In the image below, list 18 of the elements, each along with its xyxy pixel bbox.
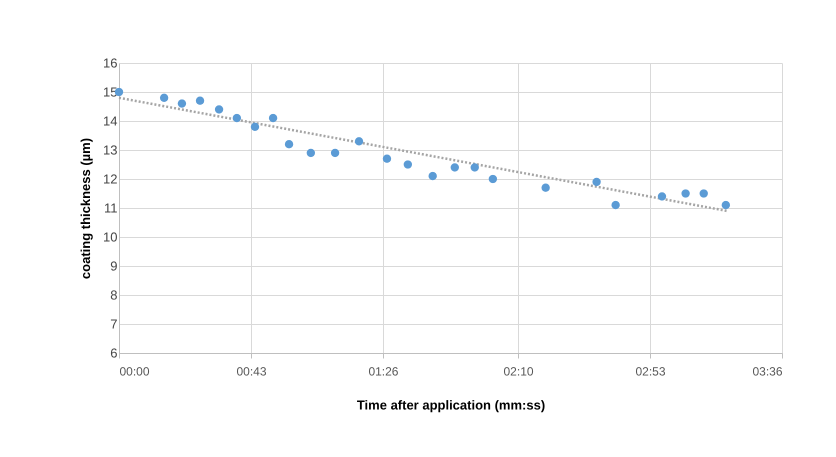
x-tick-label: 02:10 (504, 364, 534, 378)
y-tick-label: 16 (103, 56, 118, 70)
y-tick-label: 13 (103, 142, 118, 158)
y-tick-label: 9 (110, 258, 118, 274)
y-tick-label: 7 (110, 316, 118, 332)
y-tick-label: 10 (103, 230, 118, 244)
y-axis-title: coating thickness (µm) (78, 138, 94, 280)
x-tick-label: 01:26 (368, 364, 399, 378)
x-tick-label: 00:00 (120, 364, 150, 378)
y-tick-label: 12 (103, 172, 118, 186)
x-tick-label: 02:53 (636, 364, 666, 378)
x-axis-title: Time after application (mm:ss) (356, 398, 546, 412)
x-tick-label: 00:43 (236, 364, 267, 378)
y-tick-label: 6 (110, 346, 118, 360)
y-tick-label: 8 (110, 288, 118, 302)
y-tick-label: 11 (104, 200, 118, 216)
x-tick-label: 03:36 (752, 364, 783, 378)
y-tick-label: 14 (103, 114, 118, 128)
